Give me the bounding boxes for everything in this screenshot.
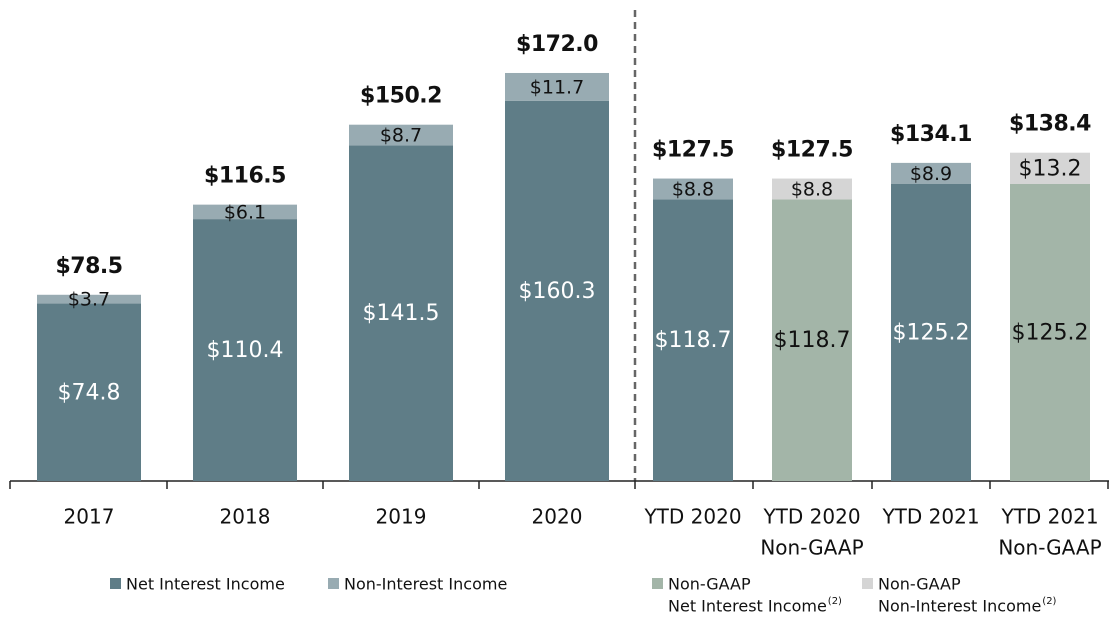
bar-segment xyxy=(193,219,297,481)
legend-label: Non-Interest Income xyxy=(344,575,507,594)
bar-segment xyxy=(1010,152,1090,184)
value-label: $13.2 xyxy=(1019,156,1082,181)
value-label: $8.7 xyxy=(380,125,422,147)
bar-segment xyxy=(349,145,453,481)
x-tick-label: 2020 xyxy=(532,505,583,529)
legend-swatch xyxy=(110,578,121,589)
value-label: $74.8 xyxy=(58,380,121,405)
value-label: $118.7 xyxy=(774,328,851,353)
x-tick-label: YTD 2021 xyxy=(1000,505,1098,529)
legend-label: Net Interest Income xyxy=(126,575,285,594)
legend-footnote: (2) xyxy=(828,596,842,607)
total-label: $150.2 xyxy=(360,84,442,109)
value-label: $8.8 xyxy=(791,178,833,200)
legend-label: Non-Interest Income xyxy=(878,597,1041,616)
legend-label: Net Interest Income xyxy=(668,597,827,616)
bar-segment xyxy=(891,162,971,184)
bar-segment xyxy=(349,124,453,146)
x-tick-label: Non-GAAP xyxy=(998,536,1101,560)
legend-swatch xyxy=(652,578,663,589)
legend-swatch xyxy=(328,578,339,589)
total-label: $138.4 xyxy=(1009,112,1091,137)
value-label: $160.3 xyxy=(519,279,596,304)
bar-segment xyxy=(653,199,733,481)
value-label: $125.2 xyxy=(893,320,970,345)
x-tick-label: 2018 xyxy=(220,505,271,529)
value-label: $8.9 xyxy=(910,163,952,185)
total-label: $78.5 xyxy=(55,254,122,279)
total-label: $127.5 xyxy=(652,138,734,163)
value-label: $11.7 xyxy=(530,76,584,98)
legend-swatch xyxy=(862,578,873,589)
total-label: $116.5 xyxy=(204,164,286,189)
total-label: $127.5 xyxy=(771,138,853,163)
value-label: $110.4 xyxy=(207,338,284,363)
bar-segment xyxy=(193,204,297,220)
x-tick-label: YTD 2020 xyxy=(643,505,741,529)
bar-segment xyxy=(37,303,141,481)
total-label: $172.0 xyxy=(516,32,598,57)
x-tick-label: 2017 xyxy=(64,505,115,529)
x-tick-label: 2019 xyxy=(376,505,427,529)
legend-label: Non-GAAP xyxy=(878,575,961,594)
x-tick-label: YTD 2020 xyxy=(762,505,860,529)
bar-segment xyxy=(505,72,609,101)
x-tick-label: YTD 2021 xyxy=(881,505,979,529)
bar-segment xyxy=(1010,183,1090,481)
legend-footnote: (2) xyxy=(1042,596,1056,607)
value-label: $8.8 xyxy=(672,178,714,200)
value-label: $3.7 xyxy=(68,289,110,311)
value-label: $6.1 xyxy=(224,201,266,223)
value-label: $118.7 xyxy=(655,328,732,353)
bar-segment xyxy=(505,100,609,481)
x-tick-label: Non-GAAP xyxy=(760,536,863,560)
value-label: $141.5 xyxy=(363,301,440,326)
bar-segment xyxy=(772,199,852,481)
value-label: $125.2 xyxy=(1012,320,1089,345)
bar-segment xyxy=(891,183,971,481)
legend-label: Non-GAAP xyxy=(668,575,751,594)
total-label: $134.1 xyxy=(890,122,972,147)
bar-segment xyxy=(772,178,852,200)
bar-segment xyxy=(653,178,733,200)
bar-segment xyxy=(37,294,141,304)
